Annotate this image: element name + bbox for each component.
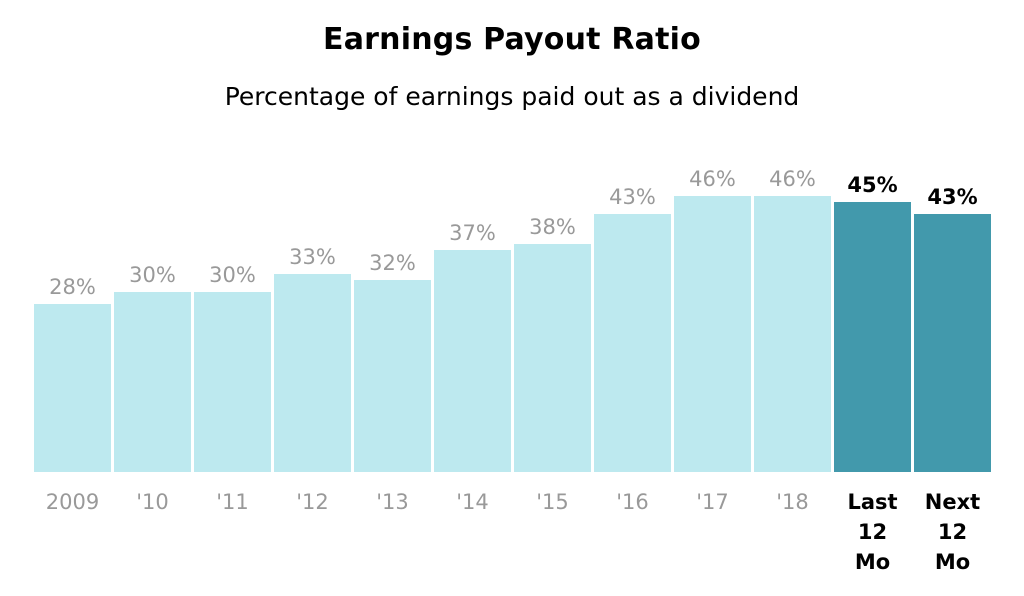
bar-3 xyxy=(274,274,351,472)
bar-8 xyxy=(674,196,751,472)
bar-9 xyxy=(754,196,831,472)
bar-10 xyxy=(834,202,911,472)
bar-4 xyxy=(354,280,431,472)
bar-7 xyxy=(594,214,671,472)
value-label-2: 30% xyxy=(209,263,256,287)
bar-1 xyxy=(114,292,191,472)
value-label-10: 45% xyxy=(847,173,897,197)
category-label-11: Next 12 Mo xyxy=(925,490,980,574)
value-label-9: 46% xyxy=(769,167,816,191)
category-label-9: '18 xyxy=(776,490,809,514)
category-label-5: '14 xyxy=(456,490,489,514)
category-label-1: '10 xyxy=(136,490,169,514)
bar-0 xyxy=(34,304,111,472)
category-label-6: '15 xyxy=(536,490,569,514)
bar-2 xyxy=(194,292,271,472)
chart-title: Earnings Payout Ratio xyxy=(323,22,701,57)
value-label-11: 43% xyxy=(927,185,977,209)
category-label-7: '16 xyxy=(616,490,649,514)
bar-11 xyxy=(914,214,991,472)
bar-5 xyxy=(434,250,511,472)
category-label-3: '12 xyxy=(296,490,329,514)
chart-subtitle: Percentage of earnings paid out as a div… xyxy=(224,82,800,111)
value-label-0: 28% xyxy=(49,275,96,299)
value-label-5: 37% xyxy=(449,221,496,245)
value-label-7: 43% xyxy=(609,185,656,209)
value-label-8: 46% xyxy=(689,167,736,191)
category-label-0: 2009 xyxy=(46,490,99,514)
bar-6 xyxy=(514,244,591,472)
category-label-4: '13 xyxy=(376,490,409,514)
category-label-2: '11 xyxy=(216,490,249,514)
value-label-3: 33% xyxy=(289,245,336,269)
value-label-1: 30% xyxy=(129,263,176,287)
value-label-6: 38% xyxy=(529,215,576,239)
category-label-10: Last 12 Mo xyxy=(847,490,897,574)
category-label-8: '17 xyxy=(696,490,729,514)
value-label-4: 32% xyxy=(369,251,416,275)
